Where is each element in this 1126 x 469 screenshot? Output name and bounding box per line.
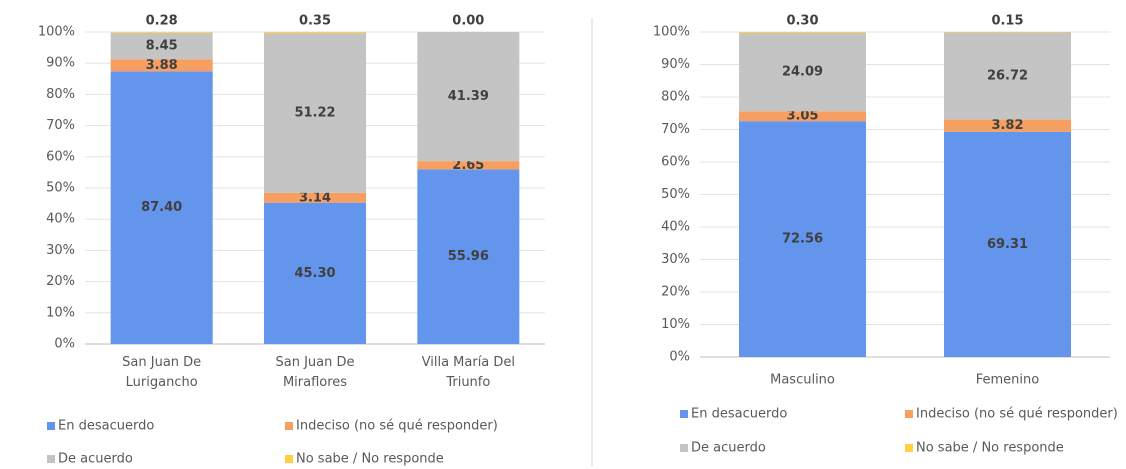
x-tick-label: San Juan De Lurigancho [122, 355, 201, 390]
bar-segment [944, 119, 1071, 132]
value-label: 24.09 [782, 65, 823, 80]
value-label: 72.56 [782, 232, 823, 247]
x-tick-label: Masculino [770, 373, 835, 388]
y-tick-label: 90% [46, 56, 75, 71]
value-label: 3.88 [146, 58, 178, 73]
bar-segment [264, 202, 366, 344]
bar-segment [417, 161, 520, 170]
legend-label: Indeciso (no sé qué responder) [296, 419, 498, 434]
bar-segment [739, 121, 866, 358]
value-label: 0.28 [146, 14, 178, 29]
y-tick-label: 100% [653, 25, 690, 40]
y-tick-label: 20% [46, 274, 75, 289]
y-tick-label: 40% [661, 220, 690, 235]
y-tick-label: 30% [661, 252, 690, 267]
value-label: 55.96 [448, 249, 489, 264]
y-tick-label: 90% [661, 57, 690, 72]
value-label: 26.72 [987, 68, 1028, 83]
legend-swatch [905, 444, 913, 452]
y-tick-label: 80% [661, 90, 690, 105]
y-tick-label: 10% [661, 317, 690, 332]
y-tick-label: 60% [661, 155, 690, 170]
bar-segment [264, 33, 366, 193]
bar-segment [944, 32, 1071, 120]
value-label: 0.30 [786, 14, 818, 29]
legend-label: De acuerdo [691, 441, 766, 456]
bar-segment [739, 32, 866, 33]
y-tick-label: 70% [661, 122, 690, 137]
y-tick-label: 100% [38, 25, 75, 40]
value-label: 45.30 [294, 266, 335, 281]
legend-label: No sabe / No responde [916, 441, 1064, 456]
legend-swatch [905, 410, 913, 418]
value-label: 51.22 [294, 105, 335, 120]
value-label: 0.00 [452, 14, 484, 29]
bar-segment [417, 169, 520, 344]
x-tick-label: San Juan De Miraflores [275, 355, 354, 390]
bar-segment [739, 32, 866, 112]
legend-label: Indeciso (no sé qué responder) [916, 407, 1118, 422]
bar-segment [944, 131, 1071, 357]
legend-swatch [285, 422, 293, 430]
legend-swatch [285, 455, 293, 463]
bar-segment [110, 59, 213, 72]
bar-segment [110, 71, 213, 344]
legend-label: No sabe / No responde [296, 452, 444, 467]
legend-swatch [680, 410, 688, 418]
y-tick-label: 0% [669, 350, 690, 365]
y-tick-label: 80% [46, 87, 75, 102]
value-label: 2.65 [452, 158, 484, 173]
legend-label: En desacuerdo [691, 407, 787, 422]
legend-label: En desacuerdo [58, 419, 154, 434]
x-tick-label: Villa María Del Triunfo [422, 355, 515, 390]
value-label: 41.39 [448, 89, 489, 104]
value-label: 3.14 [299, 190, 331, 205]
y-tick-label: 50% [661, 187, 690, 202]
value-label: 3.82 [991, 118, 1023, 133]
y-tick-label: 0% [54, 337, 75, 352]
value-label: 0.15 [991, 14, 1023, 29]
y-tick-label: 10% [46, 305, 75, 320]
value-label: 3.05 [786, 109, 818, 124]
bar-segment [110, 32, 213, 60]
bar-segment [264, 31, 366, 34]
legend-swatch [47, 422, 55, 430]
value-label: 69.31 [987, 237, 1028, 252]
bar-segment [417, 32, 520, 162]
y-tick-label: 30% [46, 243, 75, 258]
bar-segment [264, 192, 366, 203]
legend-swatch [47, 455, 55, 463]
value-label: 8.45 [146, 39, 178, 54]
bar-segment [110, 31, 213, 33]
legend-label: De acuerdo [58, 452, 133, 467]
value-label: 0.35 [299, 14, 331, 29]
legend-swatch [680, 444, 688, 452]
y-tick-label: 60% [46, 149, 75, 164]
y-tick-label: 50% [46, 181, 75, 196]
y-tick-label: 20% [661, 285, 690, 300]
y-tick-label: 70% [46, 118, 75, 133]
x-tick-label: Femenino [976, 373, 1040, 388]
value-label: 87.40 [141, 200, 182, 215]
bar-segment [739, 111, 866, 122]
y-tick-label: 40% [46, 212, 75, 227]
